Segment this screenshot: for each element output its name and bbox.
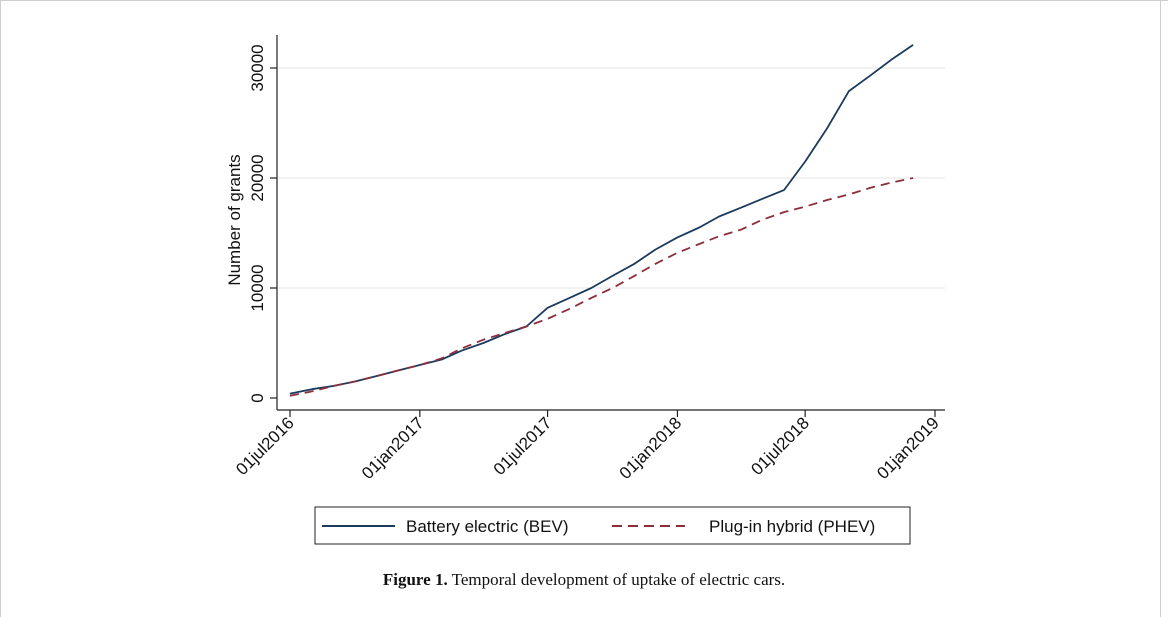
x-tick-label: 01jul2017 <box>490 413 556 479</box>
axes: 0 10000 20000 30000 01jul2016 01jan2017 01jul2… <box>232 35 945 483</box>
caption-label: Figure 1. <box>382 570 448 589</box>
x-tick-label: 01jul2018 <box>747 413 813 479</box>
series-lines <box>289 44 914 397</box>
line-chart: 0 10000 20000 30000 01jul2016 01jan2017 01jul2… <box>225 35 945 545</box>
x-tick-label: 01jan2017 <box>358 413 428 483</box>
frame-right-border <box>1160 0 1161 617</box>
frame-top-border <box>0 0 1168 1</box>
legend: Battery electric (BEV) Plug-in hybrid (P… <box>314 506 911 545</box>
y-tick-label: 0 <box>248 393 267 402</box>
y-axis-label: Number of grants <box>225 154 244 285</box>
y-tick-label: 20000 <box>248 154 267 201</box>
x-tick-label: 01jan2018 <box>616 413 686 483</box>
x-tick-label: 01jan2019 <box>873 413 943 483</box>
y-tick-label: 30000 <box>248 44 267 91</box>
caption-text: Temporal development of uptake of electr… <box>451 570 786 589</box>
figure-caption: Figure 1. Temporal development of uptake… <box>0 570 1168 590</box>
legend-label-bev: Battery electric (BEV) <box>406 517 569 536</box>
legend-label-phev: Plug-in hybrid (PHEV) <box>709 517 875 536</box>
gridlines <box>277 67 945 289</box>
y-tick-label: 10000 <box>248 264 267 311</box>
series-line-bev <box>289 44 914 395</box>
frame-left-border <box>0 0 1 617</box>
x-tick-label: 01jul2016 <box>232 413 298 479</box>
series-line-phev <box>289 177 914 397</box>
